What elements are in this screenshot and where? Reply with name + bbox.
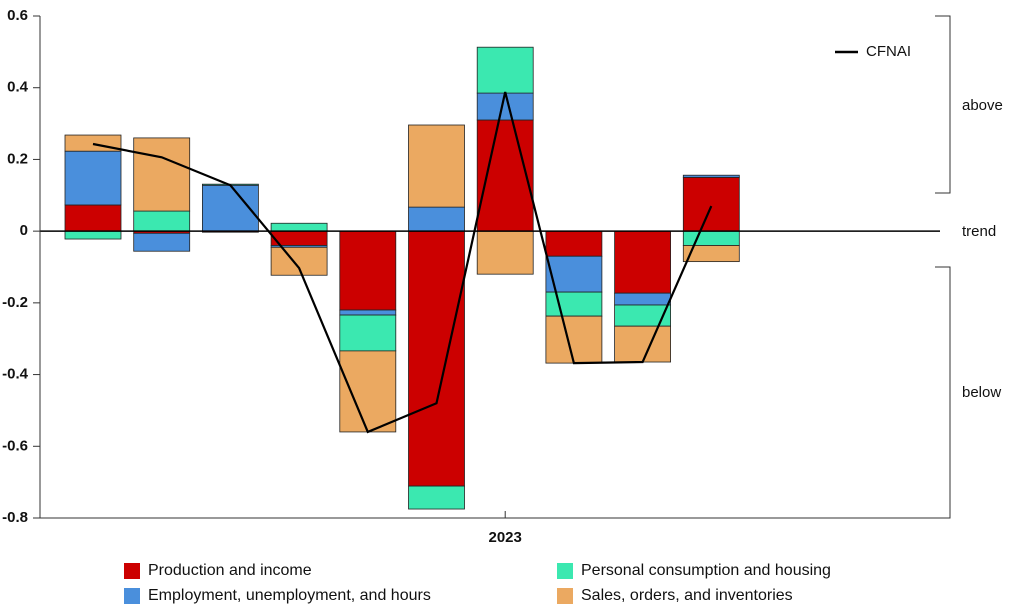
bar-segment [339, 314, 397, 352]
bar-segment [133, 232, 191, 252]
bar-segment [476, 46, 534, 94]
bar-segment [408, 206, 465, 232]
legend-swatch [124, 563, 140, 579]
legend-label: Sales, orders, and inventories [581, 587, 793, 604]
legend-label: Personal consumption and housing [581, 562, 831, 579]
bar-segment [682, 174, 740, 178]
legend-swatch [557, 563, 573, 579]
y-tick-label: 0.4 [7, 79, 29, 96]
bar-segment [64, 230, 122, 240]
cfnai-line [92, 91, 713, 434]
annotation: above [962, 97, 1003, 114]
below-bracket [935, 266, 951, 519]
legend-label: CFNAI [866, 43, 911, 60]
y-tick-label: -0.2 [2, 294, 28, 311]
bar-segment [476, 92, 534, 121]
bar-segment [682, 230, 740, 246]
legend-label: Production and income [148, 562, 312, 579]
x-tick-label: 2023 [489, 529, 522, 546]
annotation: trend [962, 223, 996, 240]
above-bracket [935, 15, 951, 194]
bar-segment [133, 137, 191, 212]
bar-segment [545, 315, 603, 364]
bar-segment [614, 292, 671, 306]
bar-segment [614, 230, 671, 294]
legend-swatch [557, 588, 573, 604]
bar-segment [408, 230, 465, 487]
bar-segment [133, 210, 191, 232]
bar-segment [64, 150, 122, 206]
y-tick-label: 0.2 [7, 150, 28, 167]
bar-segment [476, 119, 534, 232]
y-tick-label: -0.4 [2, 366, 29, 383]
annotation: below [962, 384, 1001, 401]
y-tick-label: 0 [20, 222, 28, 239]
bar-segment [682, 176, 740, 232]
bar-segment [476, 230, 534, 275]
bar-segment [339, 350, 397, 433]
bar-segment [270, 222, 328, 232]
y-tick-label: 0.6 [7, 7, 28, 24]
bar-segment [614, 325, 671, 363]
bar-segment [339, 309, 397, 316]
legend-label: Employment, unemployment, and hours [148, 587, 431, 604]
bar-segment [682, 245, 740, 263]
bar-segment [408, 485, 465, 510]
bar-segment [545, 230, 603, 257]
bar-segment [408, 124, 465, 208]
bar-segment [339, 230, 397, 311]
bar-segment [545, 291, 603, 317]
y-tick-label: -0.8 [2, 509, 28, 526]
legend-swatch [124, 588, 140, 604]
y-tick-label: -0.6 [2, 437, 28, 454]
bar-segment [270, 246, 328, 276]
bar-segment [64, 204, 122, 232]
